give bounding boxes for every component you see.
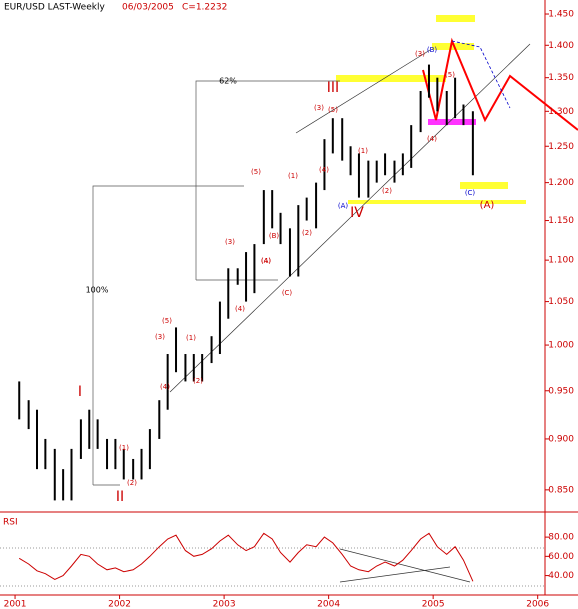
y-tick-label: 0.900 <box>548 434 574 444</box>
target-box <box>428 119 476 125</box>
x-tick-label: 2003 <box>213 600 236 609</box>
wave-label: (3) <box>314 104 324 112</box>
target-box <box>432 43 474 50</box>
wave-label: (5) <box>328 106 338 114</box>
y-tick-label: 1.450 <box>548 10 574 20</box>
wave-label: (1) <box>119 444 129 452</box>
rsi-tick-label: 60.00 <box>548 552 574 562</box>
x-tick-label: 2001 <box>4 600 27 609</box>
wave-label: I <box>78 384 82 400</box>
rsi-trend-line <box>339 548 471 583</box>
x-tick-label: 2006 <box>526 600 549 609</box>
x-tick-label: 2004 <box>317 600 340 609</box>
x-tick-label: 2002 <box>108 600 131 609</box>
y-tick-label: 1.150 <box>548 216 574 226</box>
projection <box>422 37 578 131</box>
y-tick-label: 0.950 <box>548 386 574 396</box>
wave-label: (4) <box>261 257 271 265</box>
wave-label: (1) <box>288 172 298 180</box>
fib-line <box>92 185 244 485</box>
rsi-title: RSI <box>3 518 18 528</box>
wave-label: (3) <box>225 238 235 246</box>
y-tick-label: 1.000 <box>548 341 574 351</box>
wave-label: (2) <box>193 377 203 385</box>
wave-label: 62% <box>219 77 237 86</box>
wave-label: (B) <box>269 232 280 240</box>
wave-label: (5) <box>445 71 455 79</box>
wave-label: II <box>116 489 124 505</box>
chart-title: EUR/USD LAST-Weekly <box>4 3 105 13</box>
y-tick-label: 1.100 <box>548 256 574 266</box>
rsi-trend-line <box>339 566 451 583</box>
target-box <box>436 15 475 22</box>
y-tick-label: 1.200 <box>548 178 574 188</box>
wave-label: (1) <box>186 334 196 342</box>
target-box <box>336 75 446 82</box>
target-box <box>460 182 508 189</box>
wave-label: (4) <box>235 305 245 313</box>
wave-label: (1) <box>358 147 368 155</box>
rsi-line <box>18 532 474 582</box>
wave-label: (B) <box>427 46 438 54</box>
x-tick-label: 2005 <box>422 600 445 609</box>
wave-label: (A) <box>261 257 272 265</box>
wave-label: (3) <box>415 50 425 58</box>
wave-label: (3) <box>155 333 165 341</box>
trend-line <box>295 49 431 134</box>
y-tick-label: 0.850 <box>548 485 574 495</box>
wave-label: (C) <box>282 289 293 297</box>
rsi-tick-label: 80.00 <box>548 533 574 543</box>
wave-label: 100% <box>86 286 109 295</box>
y-tick-label: 1.400 <box>548 41 574 51</box>
wave-label: (5) <box>162 317 172 325</box>
y-tick-label: 1.050 <box>548 297 574 307</box>
wave-label: III <box>327 80 339 96</box>
wave-drawing <box>0 15 578 587</box>
wave-label: (4) <box>160 383 170 391</box>
wave-label: (5) <box>251 168 261 176</box>
target-box <box>348 200 526 204</box>
wave-label: (A) <box>480 200 495 211</box>
y-tick-label: 1.300 <box>548 107 574 117</box>
rsi-tick-label: 40.00 <box>548 571 574 581</box>
chart-date: 06/03/2005 <box>122 3 174 13</box>
fib-line <box>195 80 340 280</box>
chart-last: C=1.2232 <box>182 3 227 13</box>
trend-line <box>169 43 531 393</box>
wave-label: (A) <box>338 202 349 210</box>
y-tick-label: 1.250 <box>548 142 574 152</box>
wave-label: (2) <box>382 187 392 195</box>
wave-label: (2) <box>302 229 312 237</box>
wave-label: IV <box>350 205 364 221</box>
y-tick-label: 1.350 <box>548 73 574 83</box>
wave-label: (2) <box>127 479 137 487</box>
wave-label: (4) <box>427 135 437 143</box>
wave-label: (4) <box>319 166 329 174</box>
wave-label: (C) <box>465 189 476 197</box>
